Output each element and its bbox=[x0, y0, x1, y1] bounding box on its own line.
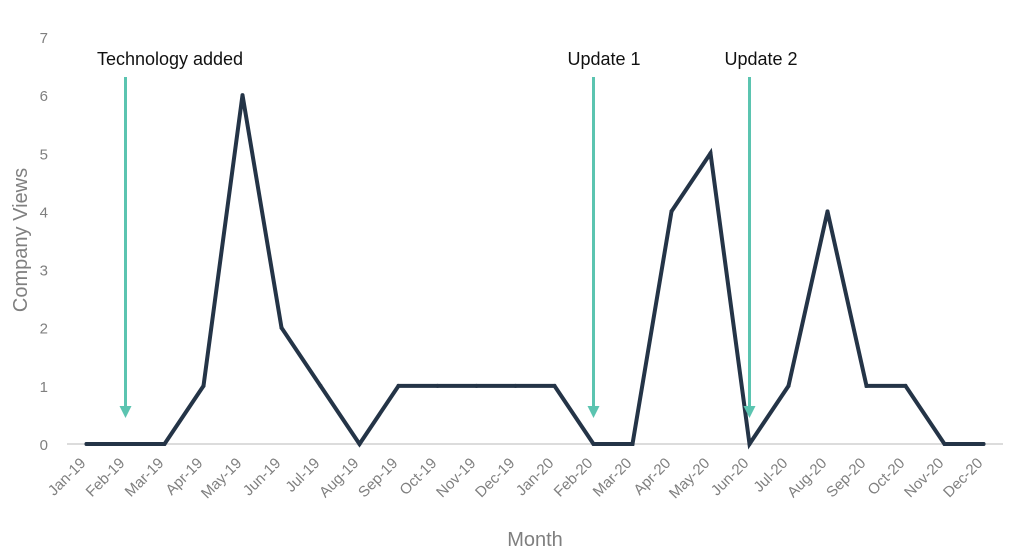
annotations-layer: Technology added Update 1 Update 2 bbox=[97, 49, 798, 418]
series-line bbox=[84, 94, 986, 450]
x-tick-label: Dec-20 bbox=[940, 455, 986, 501]
y-tick-label: 2 bbox=[40, 321, 48, 338]
y-tick-label: 0 bbox=[40, 437, 48, 454]
y-axis-title: Company Views bbox=[10, 168, 32, 312]
x-tick-label: Aug-19 bbox=[316, 455, 362, 501]
y-tick-label: 7 bbox=[40, 30, 48, 47]
x-tick-label: Mar-20 bbox=[590, 455, 636, 501]
data-point bbox=[942, 442, 947, 446]
y-tick-label: 3 bbox=[40, 263, 48, 280]
x-tick-label: Sep-19 bbox=[355, 455, 401, 501]
data-point bbox=[864, 383, 869, 388]
x-tick-label: Dec-19 bbox=[472, 455, 518, 501]
x-tick-label: May-19 bbox=[198, 455, 245, 502]
annotation-label: Update 1 bbox=[567, 49, 640, 69]
data-point bbox=[357, 442, 362, 446]
data-point bbox=[162, 442, 167, 446]
y-tick-label: 4 bbox=[40, 204, 48, 221]
series-layer bbox=[84, 93, 986, 450]
data-point bbox=[747, 442, 752, 446]
x-axis-title: Month bbox=[507, 529, 563, 551]
annotation-arrow-head bbox=[119, 406, 132, 418]
data-point bbox=[513, 383, 518, 388]
y-tick-label: 6 bbox=[40, 88, 48, 105]
annotation-arrow-head bbox=[587, 406, 600, 418]
data-point bbox=[825, 209, 830, 214]
data-point bbox=[981, 442, 986, 446]
data-point bbox=[240, 93, 245, 98]
x-tick-label: Nov-20 bbox=[901, 455, 947, 501]
data-point bbox=[903, 383, 908, 388]
x-tick-label: Jan-19 bbox=[45, 455, 89, 499]
x-tick-label: Feb-20 bbox=[551, 455, 597, 501]
x-tick-label: Oct-19 bbox=[396, 455, 440, 499]
data-point bbox=[201, 383, 206, 388]
x-tick-label: Oct-20 bbox=[864, 455, 908, 499]
data-point bbox=[552, 383, 557, 388]
data-point bbox=[396, 383, 401, 388]
data-point bbox=[435, 383, 440, 388]
x-tick-label: Sep-20 bbox=[823, 455, 869, 501]
annotation-label: Update 2 bbox=[724, 49, 797, 69]
data-point bbox=[318, 383, 323, 388]
annotation-arrow-head bbox=[743, 406, 756, 418]
x-tick-label: Nov-19 bbox=[433, 455, 479, 501]
y-axis-ticks: 0 1 2 3 4 5 6 7 bbox=[40, 30, 48, 454]
data-point bbox=[279, 325, 284, 330]
x-tick-label: Aug-20 bbox=[784, 455, 830, 501]
y-tick-label: 5 bbox=[40, 146, 48, 163]
data-point bbox=[708, 151, 713, 156]
x-tick-label: May-20 bbox=[666, 455, 713, 502]
data-point bbox=[123, 442, 128, 446]
x-tick-label: Feb-19 bbox=[83, 455, 129, 501]
data-point bbox=[786, 383, 791, 388]
data-point bbox=[474, 383, 479, 388]
data-point bbox=[84, 442, 89, 446]
data-point bbox=[591, 442, 596, 446]
x-tick-label: Jun-19 bbox=[240, 455, 284, 499]
x-tick-label: Jun-20 bbox=[708, 455, 752, 499]
x-axis-ticks: Jan-19Feb-19Mar-19Apr-19May-19Jun-19Jul-… bbox=[45, 455, 986, 502]
x-tick-label: Jan-20 bbox=[513, 455, 557, 499]
data-point bbox=[630, 442, 635, 446]
data-point bbox=[669, 209, 674, 214]
x-tick-label: Mar-19 bbox=[122, 455, 168, 501]
y-tick-label: 1 bbox=[40, 379, 48, 396]
annotation-label: Technology added bbox=[97, 49, 243, 69]
